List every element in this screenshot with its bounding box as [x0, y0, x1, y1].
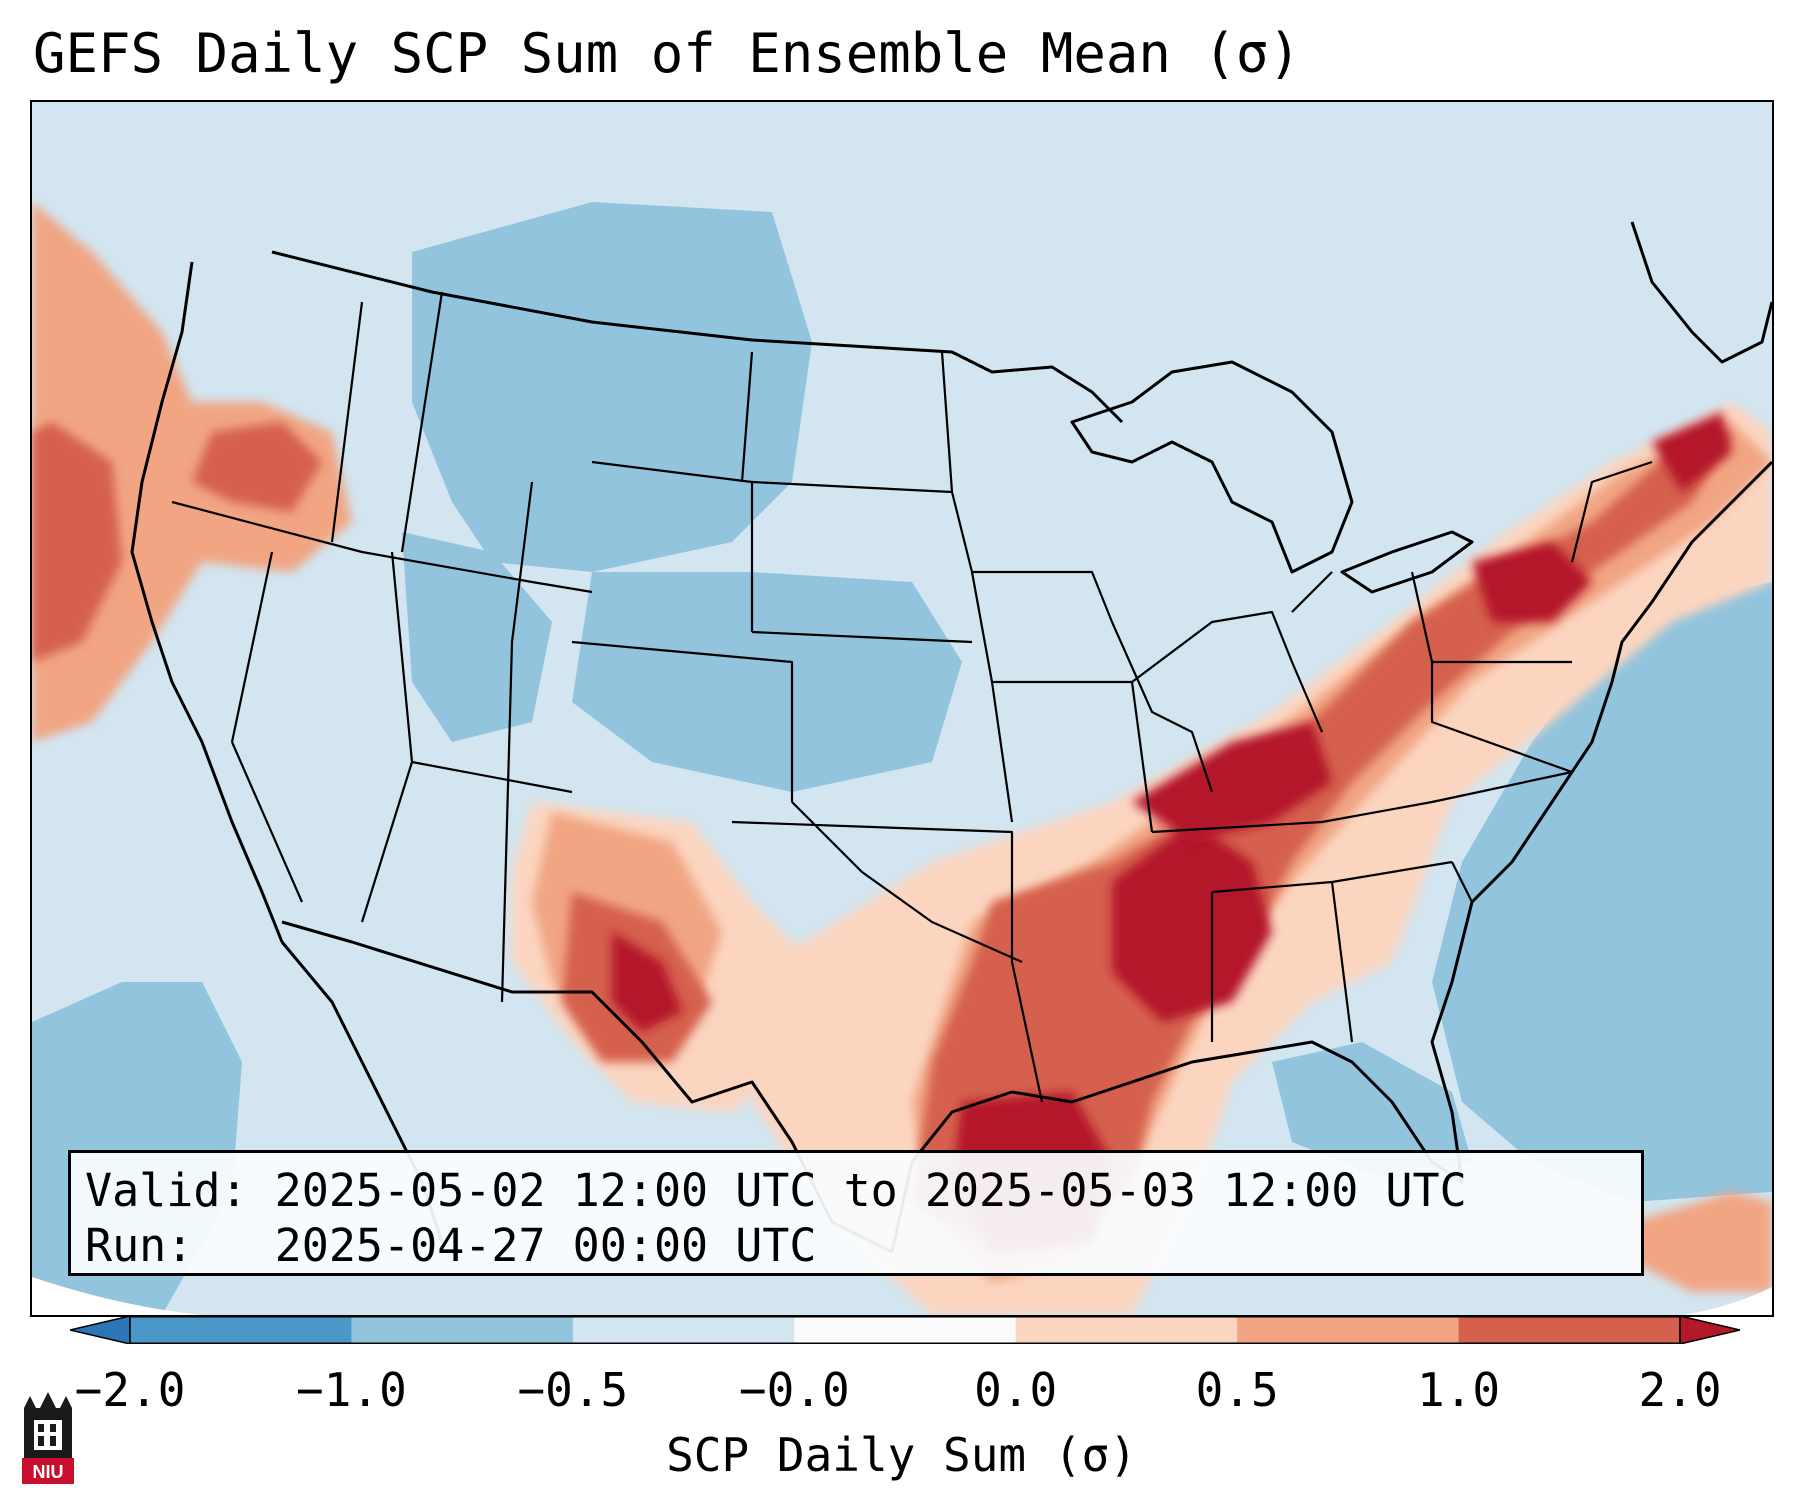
pacific-coast-core	[32, 422, 122, 662]
northwest-positive-region	[32, 202, 352, 742]
colorbar-segment	[572, 1316, 795, 1344]
map-title: GEFS Daily SCP Sum of Ensemble Mean (σ)	[33, 22, 1301, 85]
mid-south-max-region	[1112, 822, 1272, 1022]
pacific-coastline	[130, 261, 284, 943]
northwest-core	[192, 422, 322, 512]
projection-edge	[32, 1277, 202, 1315]
southwest-max	[612, 932, 682, 1032]
projection-edge	[1682, 1287, 1772, 1315]
colorbar-tick-label: 2.0	[1638, 1363, 1722, 1417]
us-canada-border	[271, 250, 1124, 424]
colorbar-segment	[794, 1316, 1017, 1344]
northeast-max-region	[1472, 542, 1592, 622]
intermountain-negative-region	[402, 532, 552, 742]
new-england-max-region	[1652, 412, 1732, 492]
colorbar-tick-label: −1.0	[296, 1363, 407, 1417]
niu-university-logo-icon: NIU	[22, 1392, 74, 1484]
gulf-coastline	[890, 981, 1464, 1253]
colorbar-tick-label: −0.5	[517, 1363, 629, 1417]
map-panel: Valid: 2025-05-02 12:00 UTC to 2025-05-0…	[30, 100, 1774, 1317]
valid-time-text: Valid: 2025-05-02 12:00 UTC to 2025-05-0…	[85, 1164, 1467, 1217]
colorbar-segment	[1237, 1316, 1460, 1344]
caribbean-positive-region	[1632, 1192, 1772, 1292]
colorbar-tick-label: −2.0	[74, 1363, 186, 1417]
colorbar-segment	[130, 1316, 352, 1344]
niu-logo-text: NIU	[33, 1462, 64, 1482]
colorbar-tick-label: 0.5	[1195, 1363, 1279, 1417]
atlantic-negative-region	[1432, 582, 1772, 1202]
colorbar-segment	[1458, 1316, 1681, 1344]
colorbar-segment	[351, 1316, 574, 1344]
colorbar-extend-high	[1679, 1316, 1740, 1344]
colorbar-label: SCP Daily Sum (σ)	[666, 1428, 1137, 1482]
colorbar-tick-label: 1.0	[1417, 1363, 1501, 1417]
atlantic-coastline	[1450, 460, 1772, 983]
lake-erie-outline	[1340, 530, 1474, 594]
northern-plains-negative-region	[412, 202, 812, 572]
southeast-core-region	[912, 432, 1732, 1252]
colorbar-extend-low	[70, 1316, 131, 1344]
colorbar-tick-label: 0.0	[974, 1363, 1058, 1417]
scp-map	[32, 102, 1772, 1315]
colorbar-segment	[1015, 1316, 1238, 1344]
central-plains-negative-region	[572, 572, 962, 792]
canada-east-coast	[1630, 221, 1772, 364]
great-lakes-outline	[1070, 360, 1354, 574]
colorbar-outline	[129, 1316, 1681, 1344]
tennessee-max-region	[1132, 722, 1332, 842]
colorbar-tick-label: −0.0	[738, 1363, 850, 1417]
valid-run-info-box: Valid: 2025-05-02 12:00 UTC to 2025-05-0…	[68, 1150, 1644, 1276]
colorbar	[70, 1316, 1740, 1344]
state-borders-east	[1110, 460, 1653, 1043]
state-borders-central	[731, 351, 1154, 1103]
run-time-text: Run: 2025-04-27 00:00 UTC	[85, 1219, 817, 1272]
